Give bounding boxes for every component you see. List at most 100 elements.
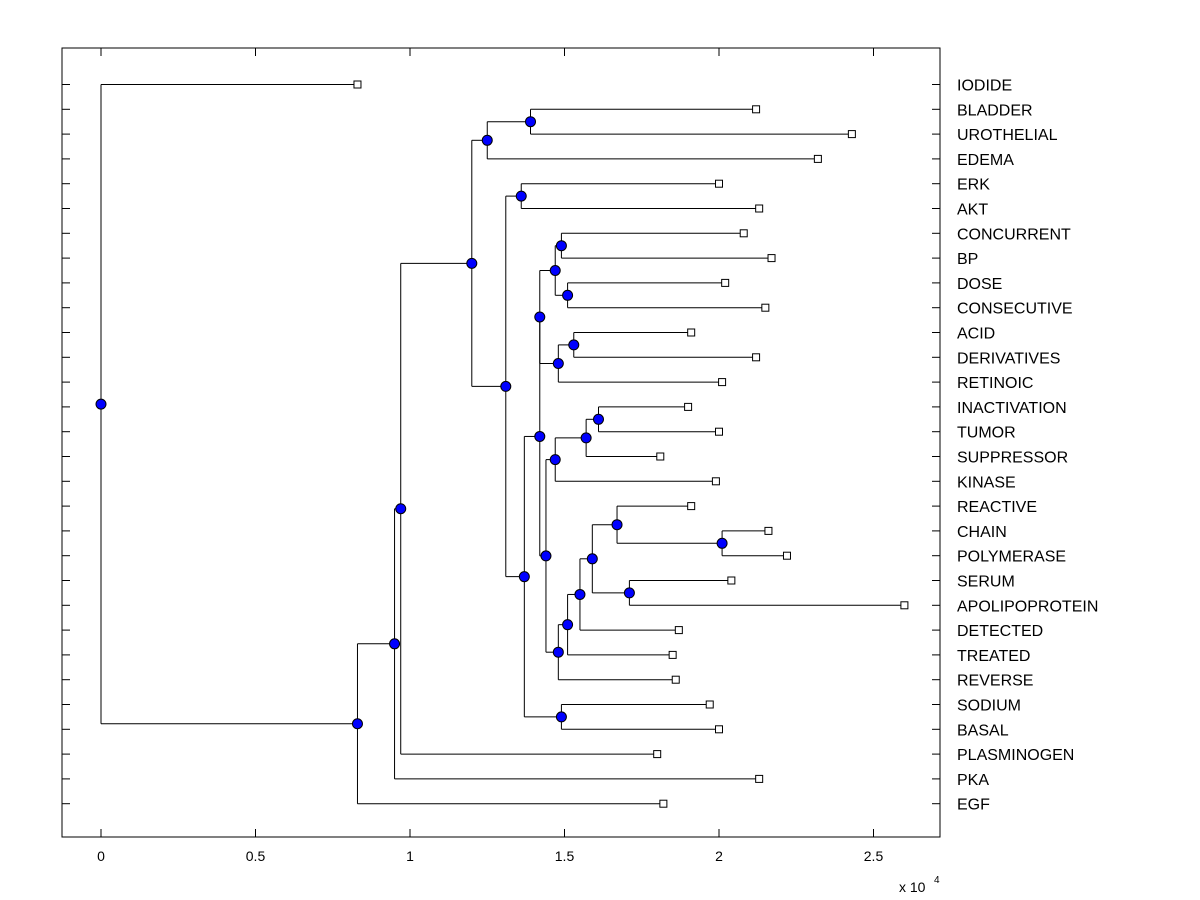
leaf-label: RETINOIC — [957, 375, 1033, 392]
leaf-label: REVERSE — [957, 673, 1033, 690]
merge-node — [389, 638, 401, 650]
leaf-marker — [813, 154, 822, 163]
leaf-label: TUMOR — [957, 425, 1016, 442]
merge-node — [95, 398, 107, 410]
merge-node — [515, 190, 527, 202]
leaf-marker — [755, 774, 764, 783]
merge-node — [574, 588, 586, 600]
x-multiplier-label: x 10 — [899, 879, 926, 895]
merge-node — [562, 619, 574, 631]
leaf-markers — [353, 80, 909, 808]
leaf-marker — [674, 626, 683, 635]
merge-node — [623, 587, 635, 599]
leaf-label: INACTIVATION — [957, 400, 1067, 417]
merge-node — [549, 454, 561, 466]
leaf-marker — [718, 378, 727, 387]
merge-node — [525, 116, 537, 128]
leaf-label: BLADDER — [957, 102, 1033, 119]
leaf-marker — [715, 427, 723, 436]
leaf-marker — [727, 576, 736, 585]
plot-frame — [61, 47, 941, 838]
leaf-marker — [353, 80, 362, 89]
leaf-marker — [668, 650, 677, 659]
x-axis-ticks: 0 0.5 1 1.5 2 2.5 — [97, 48, 883, 864]
merge-node — [592, 413, 604, 425]
leaf-marker — [659, 799, 668, 808]
merge-node — [562, 289, 574, 301]
leaf-label: TREATED — [957, 648, 1030, 665]
merge-node — [540, 550, 552, 562]
merge-node — [549, 265, 561, 276]
leaf-marker — [705, 700, 714, 709]
leaf-label: POLYMERASE — [957, 549, 1066, 566]
leaf-label: ERK — [957, 177, 990, 194]
merge-node — [500, 380, 512, 392]
leaf-label: SODIUM — [957, 698, 1021, 715]
leaf-label: CHAIN — [957, 524, 1007, 541]
leaf-label: BP — [957, 251, 978, 268]
leaf-marker — [653, 750, 662, 759]
leaf-label: SUPPRESSOR — [957, 450, 1068, 467]
leaf-label: DOSE — [957, 276, 1002, 293]
merge-node — [552, 646, 564, 658]
merge-node — [534, 430, 546, 442]
merge-node — [518, 571, 530, 583]
leaf-marker — [764, 526, 773, 535]
merge-node — [555, 240, 567, 252]
leaf-label: CONSECUTIVE — [957, 301, 1073, 318]
leaf-marker — [711, 477, 720, 486]
leaf-marker — [752, 353, 761, 362]
leaf-label: ACID — [957, 326, 995, 343]
x-tick-label: 0 — [97, 848, 105, 864]
leaf-marker — [900, 601, 909, 610]
x-tick-label: 2 — [715, 848, 723, 864]
merge-node — [395, 503, 407, 515]
leaf-marker — [715, 725, 723, 734]
merge-node — [580, 432, 592, 444]
leaf-marker — [847, 130, 856, 139]
merge-node — [568, 339, 580, 351]
merge-nodes — [95, 116, 728, 730]
leaf-marker — [752, 105, 761, 114]
leaf-label: DERIVATIVES — [957, 350, 1060, 367]
leaf-label: AKT — [957, 202, 988, 219]
x-multiplier-exponent: 4 — [934, 875, 940, 886]
leaf-marker — [767, 254, 776, 263]
leaf-marker — [687, 502, 696, 511]
merge-node — [555, 711, 567, 723]
leaf-marker — [721, 278, 730, 287]
leaf-label: DETECTED — [957, 623, 1043, 640]
leaf-label: BASAL — [957, 722, 1009, 739]
merge-node — [611, 519, 623, 531]
merge-node — [481, 134, 493, 146]
merge-node — [534, 311, 546, 323]
leaf-label: EDEMA — [957, 152, 1014, 169]
leaf-marker — [687, 328, 696, 337]
leaf-marker — [761, 303, 770, 312]
x-tick-label: 1 — [406, 848, 414, 864]
leaf-marker — [782, 551, 791, 560]
merge-node — [552, 358, 564, 369]
leaf-label: IODIDE — [957, 78, 1012, 95]
merge-node — [586, 553, 598, 565]
leaf-marker — [684, 402, 693, 411]
leaf-marker — [739, 229, 748, 238]
y-axis-ticks — [62, 84, 940, 805]
leaf-labels: IODIDE BLADDER UROTHELIAL EDEMA ERK AKT CONCUR… — [957, 78, 1098, 814]
merge-node — [466, 257, 478, 269]
x-tick-label: 1.5 — [555, 848, 575, 864]
x-tick-label: 0.5 — [246, 848, 266, 864]
leaf-label: PKA — [957, 772, 989, 789]
leaf-label: EGF — [957, 797, 990, 814]
leaf-label: CONCURRENT — [957, 226, 1071, 243]
leaf-marker — [755, 204, 764, 213]
leaf-label: SERUM — [957, 574, 1015, 591]
leaf-label: PLASMINOGEN — [957, 747, 1074, 764]
x-tick-label: 2.5 — [864, 848, 884, 864]
leaf-label: KINASE — [957, 474, 1016, 491]
leaf-marker — [671, 675, 680, 684]
leaf-label: APOLIPOPROTEIN — [957, 598, 1098, 615]
merge-node — [716, 537, 728, 549]
leaf-label: REACTIVE — [957, 499, 1037, 516]
